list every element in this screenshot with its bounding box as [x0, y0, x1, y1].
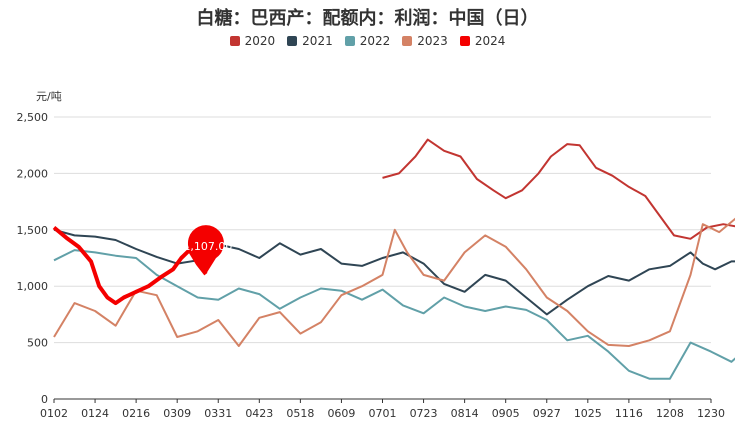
series-line-2020: [382, 138, 735, 240]
legend-swatch: [344, 36, 355, 46]
x-tick-label: 0124: [81, 407, 109, 420]
y-tick-label: 0: [41, 393, 48, 406]
legend-item-2021[interactable]: 2021: [287, 34, 333, 48]
series-line-2024: [52, 225, 208, 306]
x-tick-label: 0216: [122, 407, 150, 420]
grid-lines: [54, 116, 711, 400]
y-axis-unit-label: 元/吨: [36, 90, 62, 103]
x-tick-label: 0518: [286, 407, 314, 420]
x-tick-label: 0927: [533, 407, 561, 420]
legend-label: 2020: [244, 34, 276, 48]
x-tick-label: 1025: [574, 407, 602, 420]
x-tick-label: 0102: [40, 407, 68, 420]
x-axis-ticks: 0102 0124 0216 0309 0331 0423 0518 0609 0701 0723…: [40, 399, 725, 420]
legend-label: 2024: [474, 34, 506, 48]
x-tick-label: 0423: [245, 407, 273, 420]
x-tick-label: 0331: [204, 407, 232, 420]
y-tick-label: 2,500: [17, 111, 49, 124]
legend-swatch: [229, 36, 240, 46]
legend-label: 2021: [302, 34, 333, 48]
annotation-pin: [187, 225, 224, 275]
legend-label: 2023: [417, 34, 448, 48]
x-tick-label: 0609: [327, 407, 355, 420]
annotation-label: 1,107.00: [183, 240, 232, 253]
x-tick-label: 1116: [615, 407, 643, 420]
legend-label: 2022: [359, 34, 391, 48]
series-line-2022: [53, 249, 735, 380]
series-line-2023: [53, 217, 735, 347]
legend-item-2020[interactable]: 2020: [229, 34, 276, 48]
legend-swatch: [459, 36, 470, 46]
x-tick-label: 0814: [451, 407, 479, 420]
legend-swatch: [287, 36, 298, 46]
y-tick-label: 500: [27, 337, 48, 350]
y-tick-label: 1,000: [17, 280, 49, 293]
y-tick-label: 1,500: [17, 224, 49, 237]
x-tick-label: 0723: [410, 407, 438, 420]
legend: 2020 2021 2022 2023 2024: [0, 34, 735, 48]
annotation: 1,107.00: [183, 225, 232, 275]
legend-item-2023[interactable]: 2023: [402, 34, 448, 48]
legend-item-2022[interactable]: 2022: [344, 34, 391, 48]
legend-swatch: [402, 36, 413, 46]
x-tick-label: 0309: [163, 407, 191, 420]
chart-title: 白糖：巴西产：配额内：利润：中国（日）: [196, 8, 539, 29]
legend-item-2024[interactable]: 2024: [459, 34, 506, 48]
x-tick-label: 1230: [697, 407, 725, 420]
y-tick-label: 2,000: [17, 167, 49, 180]
x-tick-label: 0905: [492, 407, 520, 420]
series-lines: [52, 138, 735, 380]
series-line-2021: [53, 228, 735, 316]
x-tick-label: 1208: [656, 407, 684, 420]
x-tick-label: 0701: [369, 407, 397, 420]
y-axis-ticks: 0 500 1,000 1,500 2,000 2,500: [17, 111, 49, 406]
